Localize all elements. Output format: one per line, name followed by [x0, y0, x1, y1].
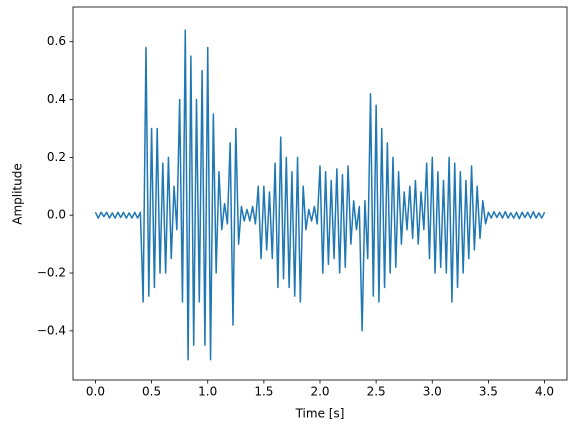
y-tick-label: 0.6 [47, 34, 66, 48]
y-tick-label: 0.4 [47, 92, 66, 106]
x-tick-label: 2.5 [367, 385, 386, 399]
waveform-line [94, 29, 546, 361]
x-tick-label: 0.0 [86, 385, 105, 399]
x-tick-label: 4.0 [535, 385, 554, 399]
y-axis-label: Amplitude [11, 163, 25, 225]
x-tick-label: 1.0 [198, 385, 217, 399]
x-tick-label: 1.5 [254, 385, 273, 399]
y-tick-label: 0.0 [47, 208, 66, 222]
y-tick-label: −0.4 [37, 323, 66, 337]
x-tick-label: 0.5 [142, 385, 161, 399]
y-tick-label: −0.2 [37, 266, 66, 280]
x-tick-label: 2.0 [310, 385, 329, 399]
x-tick-label: 3.0 [423, 385, 442, 399]
x-tick-label: 3.5 [479, 385, 498, 399]
x-axis-label: Time [s] [295, 407, 345, 421]
y-tick-label: 0.2 [47, 150, 66, 164]
